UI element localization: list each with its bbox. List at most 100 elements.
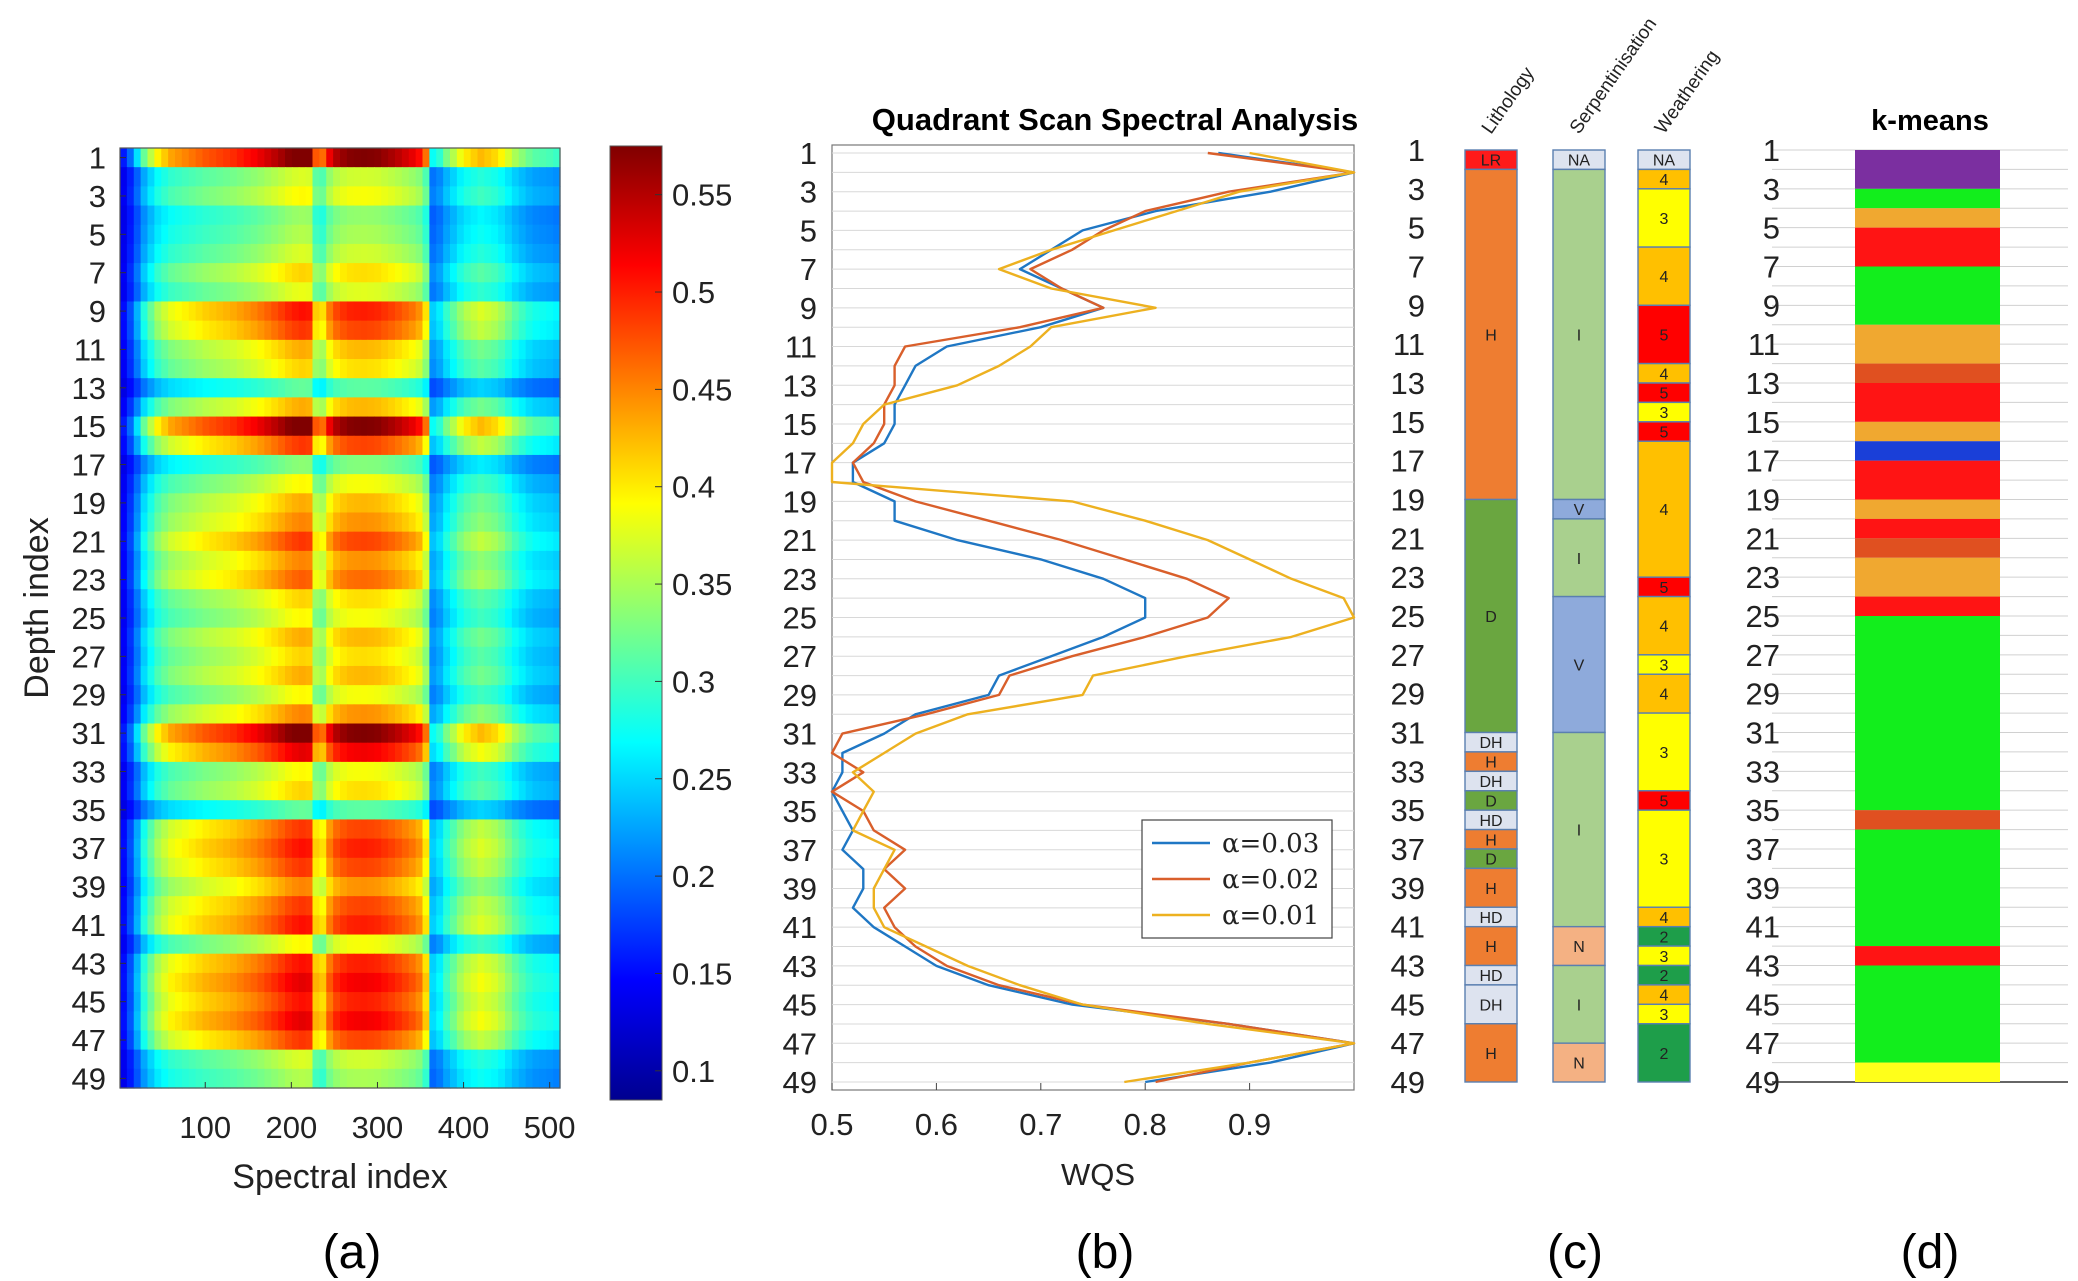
line-chart-y-tick-label: 27 xyxy=(783,639,817,674)
heatmap-cell xyxy=(353,512,362,533)
heatmap-cell xyxy=(388,512,396,533)
heatmap-cell xyxy=(429,972,437,993)
heatmap-cell xyxy=(257,876,265,897)
heatmap-cell xyxy=(443,685,451,705)
heatmap-cell xyxy=(353,148,362,168)
heatmap-cell xyxy=(450,1030,458,1051)
heatmap-cell xyxy=(553,1049,561,1070)
heatmap-cell xyxy=(484,416,492,437)
log-segment-label: 5 xyxy=(1660,425,1669,442)
heatmap-cell xyxy=(223,205,231,226)
heatmap-cell xyxy=(546,224,554,245)
heatmap-cell xyxy=(236,685,245,705)
heatmap-cell xyxy=(326,320,334,341)
heatmap-cell xyxy=(401,742,410,763)
heatmap-cell xyxy=(168,186,176,207)
heatmap-cell xyxy=(401,339,410,360)
heatmap-cell xyxy=(477,320,485,341)
heatmap-cell xyxy=(498,992,506,1012)
heatmap-cell xyxy=(346,301,355,322)
heatmap-cell xyxy=(216,819,224,840)
heatmap-cell xyxy=(456,972,465,993)
heatmap-cell xyxy=(285,205,293,226)
log-segment-label: D xyxy=(1485,609,1497,626)
heatmap-cell xyxy=(243,896,252,916)
heatmap-cell xyxy=(443,454,451,475)
heatmap-cell xyxy=(319,339,327,360)
heatmap-cell xyxy=(525,570,534,590)
heatmap-cell xyxy=(305,608,314,629)
heatmap-cell xyxy=(422,781,430,801)
heatmap-cell xyxy=(367,359,375,379)
heatmap-cell xyxy=(436,761,444,782)
heatmap-cell xyxy=(161,531,169,552)
heatmap-cell xyxy=(456,570,465,590)
heatmap-cell xyxy=(257,416,265,437)
heatmap-cell xyxy=(175,359,183,379)
heatmap-cell xyxy=(181,378,190,398)
heatmap-cell xyxy=(126,608,135,629)
heatmap-cell xyxy=(491,186,499,207)
heatmap-cell xyxy=(333,819,341,840)
heatmap-cell xyxy=(401,896,410,916)
heatmap-cell xyxy=(271,646,279,667)
heatmap-cell xyxy=(236,1049,245,1070)
heatmap-cell xyxy=(126,838,135,859)
log-segment-label: 4 xyxy=(1660,269,1669,286)
heatmap-cell xyxy=(257,627,265,648)
heatmap-cell xyxy=(243,550,252,571)
heatmap-cell xyxy=(271,761,279,782)
heatmap-cell xyxy=(381,301,389,322)
heatmap-cell xyxy=(333,435,341,456)
heatmap-cell xyxy=(264,186,272,207)
heatmap-cell xyxy=(367,570,375,590)
heatmap-cell xyxy=(230,512,238,533)
logs-y-tick-label: 47 xyxy=(1391,1026,1425,1061)
heatmap-cell xyxy=(505,474,513,494)
logs-y-tick-label: 23 xyxy=(1391,560,1425,595)
heatmap-cell xyxy=(484,474,492,494)
heatmap-cell xyxy=(470,857,479,878)
kmeans-segment xyxy=(1855,965,2000,1063)
heatmap-cell xyxy=(133,781,142,801)
heatmap-cell xyxy=(511,972,520,993)
heatmap-cell xyxy=(367,627,375,648)
heatmap-cell xyxy=(408,876,417,897)
heatmap-cell xyxy=(216,915,224,936)
heatmap-cell xyxy=(415,992,424,1012)
heatmap-cell xyxy=(346,282,355,303)
heatmap-cell xyxy=(450,570,458,590)
heatmap-cell xyxy=(546,339,554,360)
heatmap-cell xyxy=(505,167,513,187)
heatmap-cell xyxy=(312,838,320,859)
heatmap-cell xyxy=(291,359,300,379)
heatmap-cell xyxy=(443,243,451,264)
heatmap-cell xyxy=(333,531,341,552)
heatmap-cell xyxy=(278,186,286,207)
heatmap-cell xyxy=(374,627,382,648)
heatmap-cell xyxy=(195,665,204,686)
heatmap-cell xyxy=(367,800,375,821)
heatmap-cell xyxy=(353,838,362,859)
heatmap-cell xyxy=(360,685,369,705)
heatmap-cell xyxy=(243,1049,252,1070)
heatmap-cell xyxy=(374,742,382,763)
panel-a-heatmap: 1357911131517192123252729313335373941434… xyxy=(18,141,732,1196)
heatmap-cell xyxy=(223,876,231,897)
kmeans-y-tick-label: 39 xyxy=(1746,871,1780,906)
heatmap-cell xyxy=(250,781,259,801)
heatmap-cell xyxy=(539,416,547,437)
heatmap-cell xyxy=(202,608,210,629)
heatmap-cell xyxy=(539,685,547,705)
heatmap-cell xyxy=(546,608,554,629)
heatmap-cell xyxy=(463,397,472,418)
heatmap-cell xyxy=(443,876,451,897)
heatmap-cell xyxy=(236,781,245,801)
heatmap-cell xyxy=(230,896,238,916)
heatmap-cell xyxy=(243,378,252,398)
heatmap-cell xyxy=(456,934,465,955)
heatmap-cell xyxy=(333,627,341,648)
heatmap-cell xyxy=(511,474,520,494)
heatmap-cell xyxy=(168,627,176,648)
heatmap-cell xyxy=(408,205,417,226)
